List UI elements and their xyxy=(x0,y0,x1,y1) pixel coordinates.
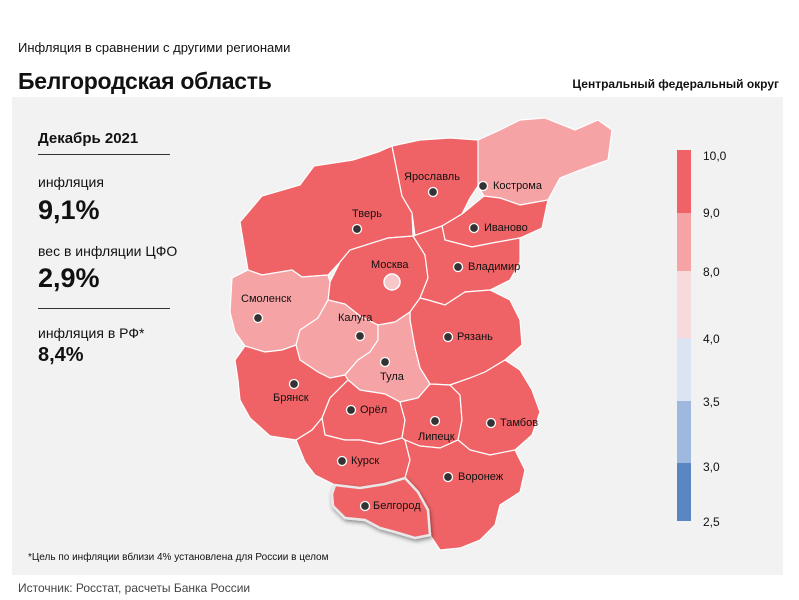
scale-label: 9,0 xyxy=(703,206,720,220)
city-label: Белгород xyxy=(373,500,421,512)
city-label: Курск xyxy=(351,455,379,467)
scale-label: 3,5 xyxy=(703,395,720,409)
inflation-label: инфляция xyxy=(38,174,104,190)
scale-segment xyxy=(677,271,691,338)
weight-label: вес в инфляции ЦФО xyxy=(38,243,178,259)
region-tambov[interactable] xyxy=(448,359,541,456)
scale-segment xyxy=(677,463,691,521)
scale-label: 8,0 xyxy=(703,265,720,279)
city-label: Ярославль xyxy=(404,171,460,183)
city-label: Рязань xyxy=(457,331,493,343)
city-dot xyxy=(452,261,464,273)
city-dot xyxy=(359,500,371,512)
city-dot xyxy=(345,404,357,416)
inflation-value: 9,1% xyxy=(38,195,100,225)
scale-segment xyxy=(677,150,691,213)
city-label: Брянск xyxy=(273,392,309,404)
city-dot xyxy=(429,415,441,427)
city-label: Иваново xyxy=(484,222,528,234)
city-label: Москва xyxy=(371,259,409,271)
divider xyxy=(38,308,170,309)
rf-inflation-value: 8,4% xyxy=(38,344,84,366)
city-dot xyxy=(427,186,439,198)
subtitle: Инфляция в сравнении с другими регионами xyxy=(18,40,291,55)
footnote: *Цель по инфляции вблизи 4% установлена … xyxy=(28,552,329,563)
city-dot xyxy=(485,417,497,429)
city-label: Воронеж xyxy=(458,471,504,483)
city-dot xyxy=(336,455,348,467)
scale-segment xyxy=(677,338,691,401)
region-vladimir[interactable] xyxy=(412,225,521,306)
region-belgorod[interactable] xyxy=(330,476,432,540)
city-label: Тверь xyxy=(352,208,382,220)
scale-label: 4,0 xyxy=(703,332,720,346)
color-scale: 10,0 9,0 8,0 4,0 3,5 3,0 2,5 xyxy=(677,149,727,529)
weight-value: 2,9% xyxy=(38,263,100,293)
divider xyxy=(38,154,170,155)
city-label: Смоленск xyxy=(241,293,291,305)
scale-label: 10,0 xyxy=(703,149,727,163)
city-dot xyxy=(468,222,480,234)
city-label: Кострома xyxy=(493,180,543,192)
moscow-marker xyxy=(383,273,401,291)
page-title: Белгородская область xyxy=(18,68,272,94)
scale-segment xyxy=(677,213,691,271)
city-label: Владимир xyxy=(468,261,520,273)
city-dot xyxy=(351,223,363,235)
city-dot xyxy=(252,312,264,324)
rf-inflation-label: инфляция в РФ* xyxy=(38,325,145,341)
scale-label: 2,5 xyxy=(703,515,720,529)
city-dot xyxy=(354,330,366,342)
source-note: Источник: Росстат, расчеты Банка России xyxy=(18,581,251,595)
city-label: Калуга xyxy=(338,312,373,324)
city-label: Липецк xyxy=(418,431,455,443)
city-label: Тамбов xyxy=(500,417,538,429)
district-label: Центральный федеральный округ xyxy=(572,77,779,91)
city-label: Орёл xyxy=(360,404,387,416)
city-dot xyxy=(288,378,300,390)
city-dot xyxy=(379,356,391,368)
city-dot xyxy=(442,331,454,343)
scale-segment xyxy=(677,401,691,463)
city-label: Тула xyxy=(380,371,405,383)
city-dot xyxy=(442,471,454,483)
scale-label: 3,0 xyxy=(703,460,720,474)
period-label: Декабрь 2021 xyxy=(38,130,139,147)
region-yaroslavl[interactable] xyxy=(391,137,483,237)
city-dot xyxy=(477,180,489,192)
